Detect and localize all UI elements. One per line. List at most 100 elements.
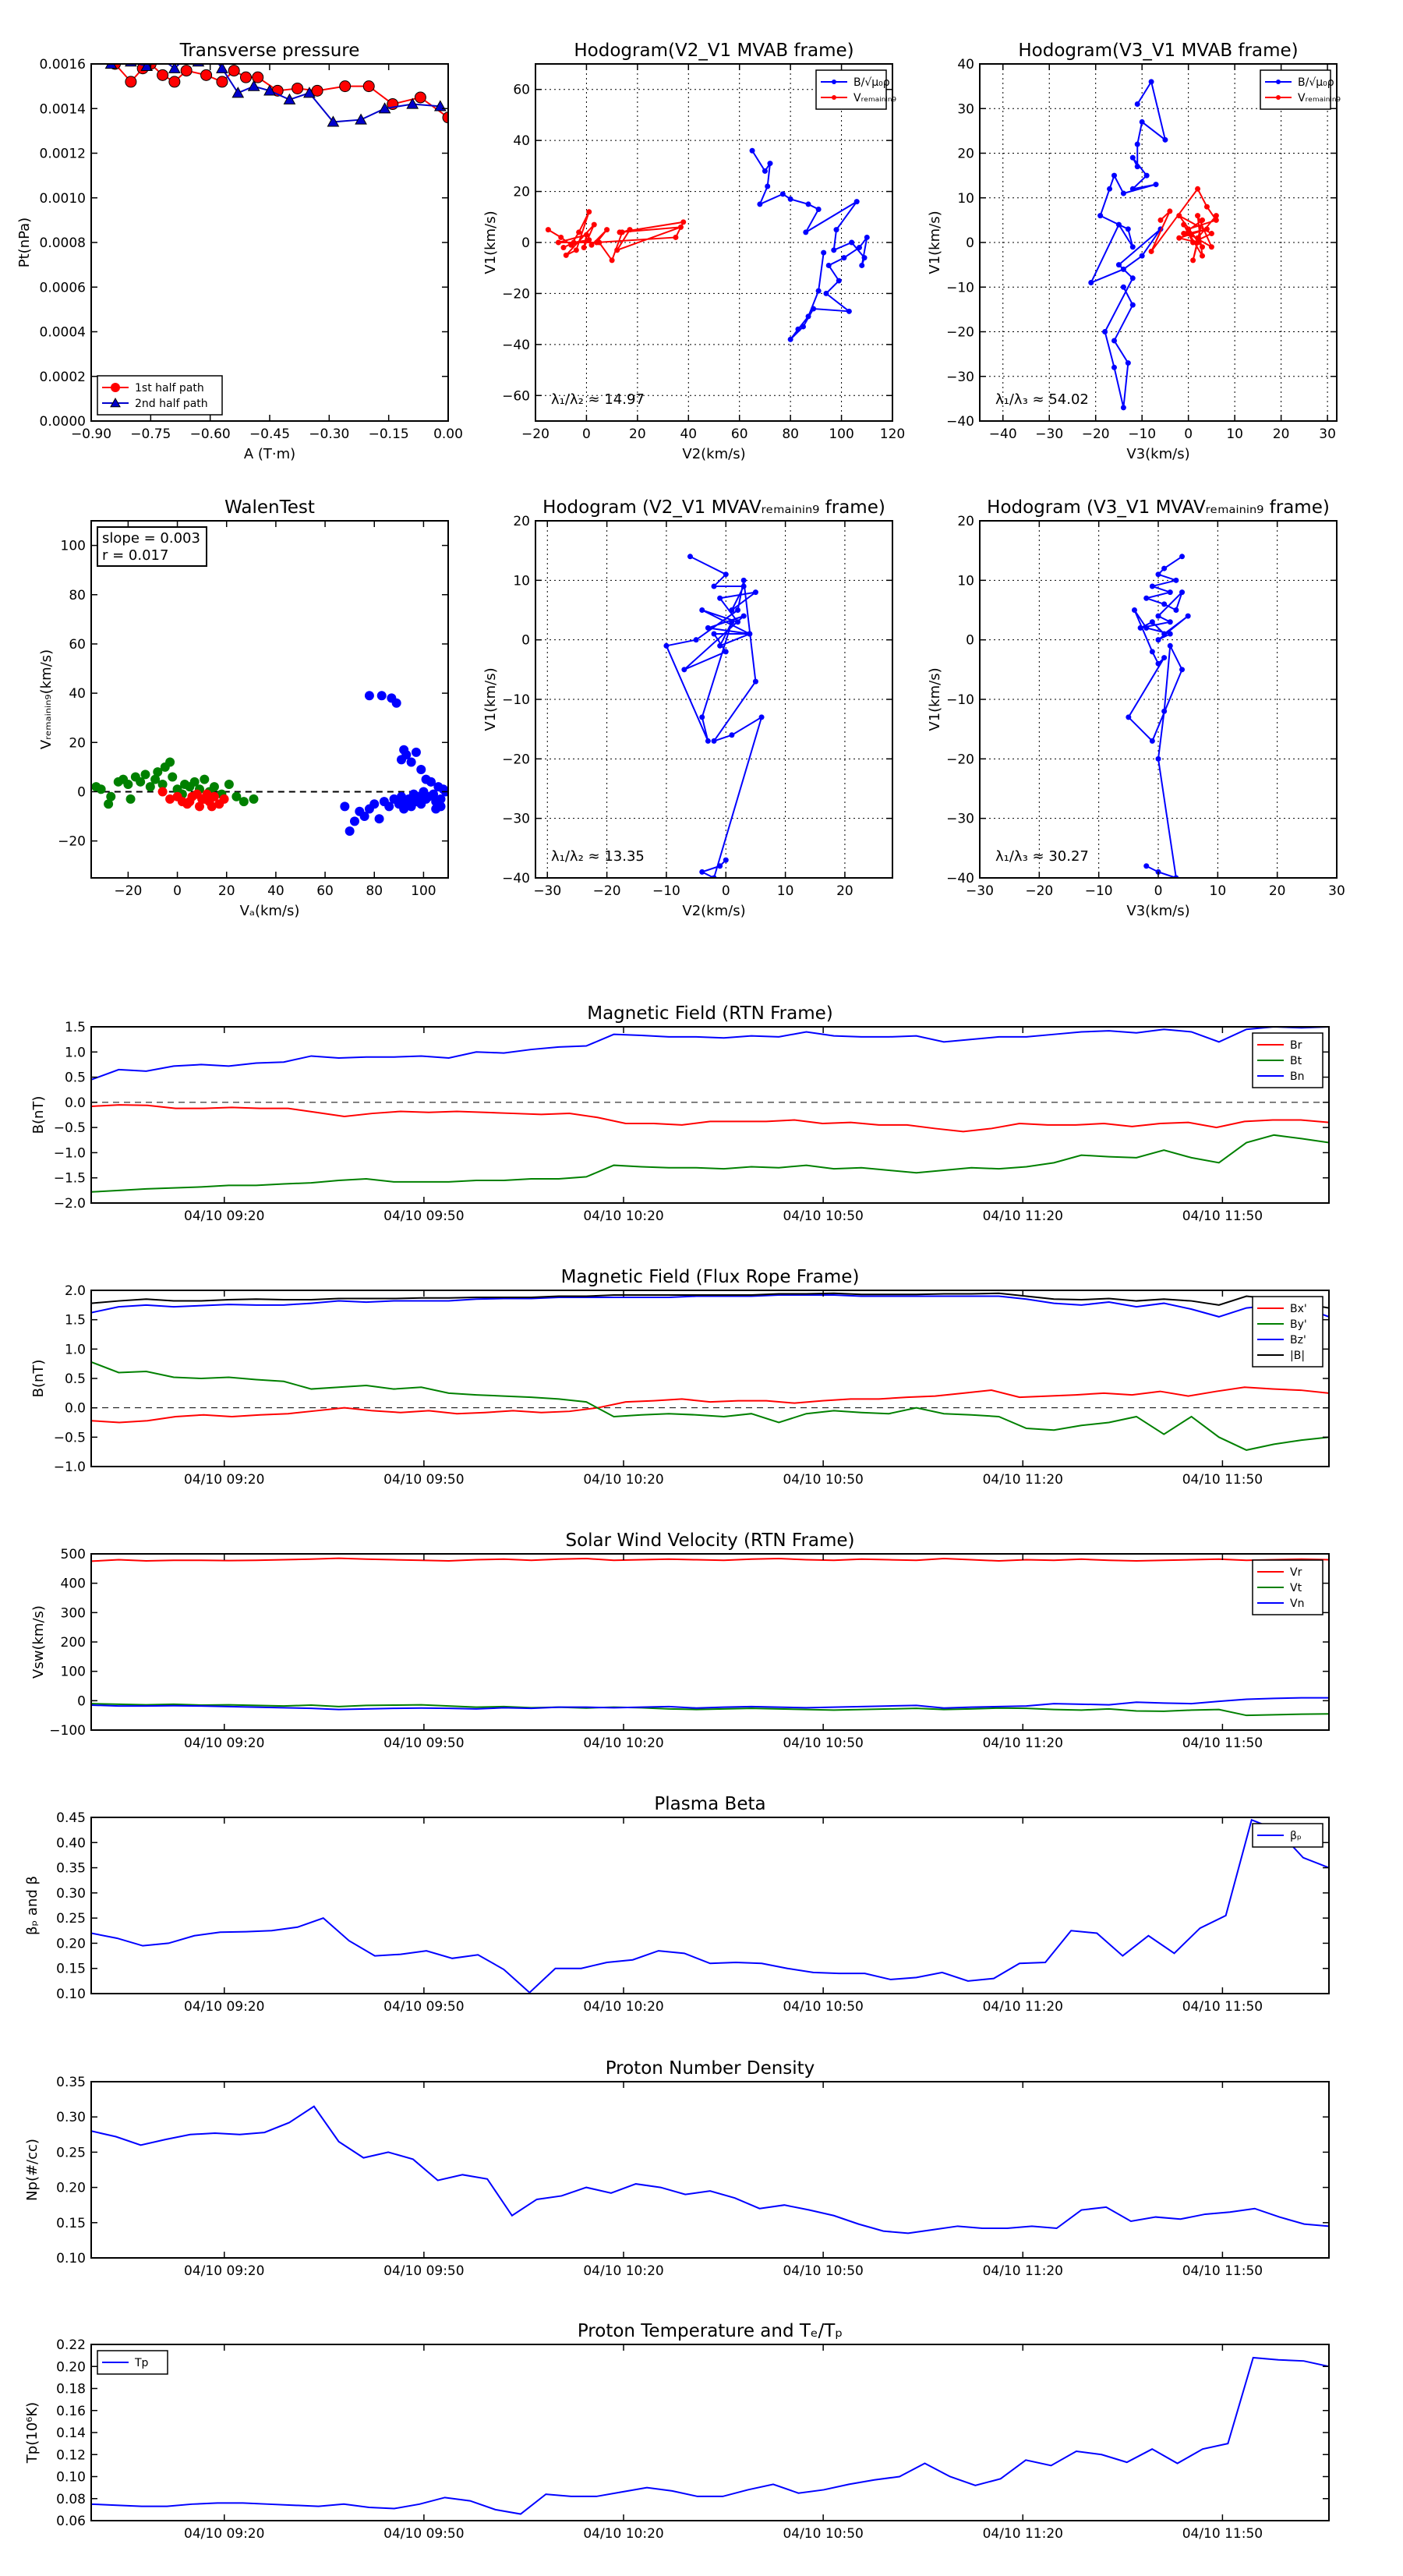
y-tick-label: −40 <box>946 871 974 886</box>
data-point <box>1179 589 1186 596</box>
data-point <box>836 278 842 284</box>
y-tick-label: 0.20 <box>56 2359 86 2375</box>
data-point <box>823 290 829 296</box>
x-tick-label: 20 <box>1273 426 1290 442</box>
data-point <box>168 64 181 73</box>
data-point <box>355 113 367 125</box>
data-point <box>153 767 163 777</box>
data-point <box>1134 164 1140 170</box>
y-tick-label: 1.0 <box>65 1342 86 1357</box>
legend-label: Bn <box>1290 1070 1304 1083</box>
data-point <box>609 257 615 264</box>
data-point <box>729 619 735 625</box>
y-axis-label: B(nT) <box>30 1096 47 1134</box>
data-point <box>787 196 793 202</box>
x-tick-label: 04/10 10:50 <box>783 1208 863 1224</box>
data-point <box>740 583 747 589</box>
legend-label: B/√μ₀ρ <box>1298 76 1334 89</box>
y-tick-label: 10 <box>957 573 974 589</box>
y-tick-label: 0 <box>966 235 974 251</box>
x-tick-label: 80 <box>782 426 799 442</box>
data-point <box>1185 613 1191 619</box>
x-tick-label: 60 <box>731 426 748 442</box>
x-tick-label: 120 <box>880 426 905 442</box>
data-point <box>627 227 633 233</box>
data-point <box>555 239 561 246</box>
y-axis-label: V1(km/s) <box>482 211 499 274</box>
plot-area <box>104 64 448 127</box>
chart-hodo_v3v1: Hodogram(V3_V1 MVAB frame) −40 −30 −20 −10 0 1… <box>927 41 1341 462</box>
y-tick-label: 1.5 <box>65 1020 86 1035</box>
data-point <box>614 247 620 253</box>
y-tick-label: 0.40 <box>56 1835 86 1851</box>
series-line-0 <box>91 1818 1329 1994</box>
data-point <box>401 750 412 760</box>
y-tick-label: 0.14 <box>56 2426 86 2441</box>
data-point <box>1208 244 1214 250</box>
data-point <box>699 714 705 720</box>
series-line-0 <box>91 1557 1329 1562</box>
data-point <box>1115 221 1122 228</box>
y-tick-label: −30 <box>946 812 974 827</box>
data-point <box>853 199 860 205</box>
chart-walen: WalenTest −20 0 20 40 60 80 100 −20 0 20 40 60 80 100 V… <box>38 497 449 919</box>
data-point <box>1155 613 1161 619</box>
chart-title: WalenTest <box>224 497 315 518</box>
y-tick-label: 0.5 <box>65 1070 86 1086</box>
data-point <box>157 787 168 797</box>
x-tick-label: 04/10 10:50 <box>783 1472 863 1488</box>
x-axis-label: V2(km/s) <box>682 446 745 462</box>
data-point <box>219 794 229 804</box>
y-tick-label: 0.20 <box>56 2181 86 2196</box>
legend-label: Bt <box>1290 1055 1302 1067</box>
y-tick-label: −1.0 <box>54 1145 86 1161</box>
annotation: λ₁/λ₃ ≈ 54.02 <box>995 391 1089 408</box>
y-tick-label: 0.0000 <box>40 414 86 430</box>
y-tick-label: 0.0002 <box>40 370 86 385</box>
chart-title: Proton Temperature and Tₑ/Tₚ <box>578 2321 843 2341</box>
data-point <box>717 863 723 869</box>
data-point <box>194 801 204 812</box>
y-tick-label: 0.0016 <box>40 57 86 73</box>
data-point <box>247 80 260 91</box>
y-axis-label: Vᵣₑₘₐᵢₙᵢₙ₉(km/s) <box>38 649 55 749</box>
y-axis-label: Tp(10⁶K) <box>24 2402 41 2464</box>
x-tick-label: 04/10 09:20 <box>184 1736 264 1751</box>
legend-box <box>1260 69 1331 110</box>
series-line-0 <box>665 555 763 878</box>
data-point <box>359 812 369 822</box>
y-tick-label: 0.10 <box>56 1987 86 2002</box>
x-tick-label: 0 <box>1154 883 1163 899</box>
y-tick-label: 0.30 <box>56 2110 86 2125</box>
data-point <box>327 115 340 127</box>
annotation: λ₁/λ₃ ≈ 30.27 <box>995 848 1089 865</box>
data-point <box>1137 625 1143 631</box>
y-tick-label: 20 <box>957 514 974 529</box>
data-point <box>200 774 210 784</box>
y-tick-label: 0.20 <box>56 1936 86 1951</box>
legend-label: βₚ <box>1290 1830 1302 1842</box>
data-point <box>1111 172 1117 179</box>
y-tick-label: 0.45 <box>56 1810 86 1826</box>
data-point <box>1143 595 1150 601</box>
data-point <box>165 794 175 804</box>
chart-title: Transverse pressure <box>179 41 360 61</box>
y-tick-label: −10 <box>502 692 530 708</box>
y-axis-label: Np(#/cc) <box>24 2139 41 2201</box>
x-tick-label: 04/10 09:50 <box>383 2263 464 2279</box>
data-point <box>699 607 705 613</box>
y-tick-label: −20 <box>58 834 86 850</box>
data-point <box>1107 186 1113 192</box>
data-point <box>1195 213 1201 219</box>
x-tick-label: 04/10 10:20 <box>583 2526 663 2542</box>
data-point <box>1102 329 1108 334</box>
x-tick-label: −10 <box>1128 426 1156 442</box>
x-tick-label: 100 <box>411 883 436 899</box>
plot-frame <box>90 1817 1330 1994</box>
data-point <box>431 804 441 814</box>
data-point <box>757 201 763 207</box>
data-point <box>558 234 564 240</box>
y-tick-label: −20 <box>946 325 974 341</box>
y-tick-label: −0.5 <box>54 1430 86 1445</box>
y-tick-label: 0.35 <box>56 1861 86 1877</box>
